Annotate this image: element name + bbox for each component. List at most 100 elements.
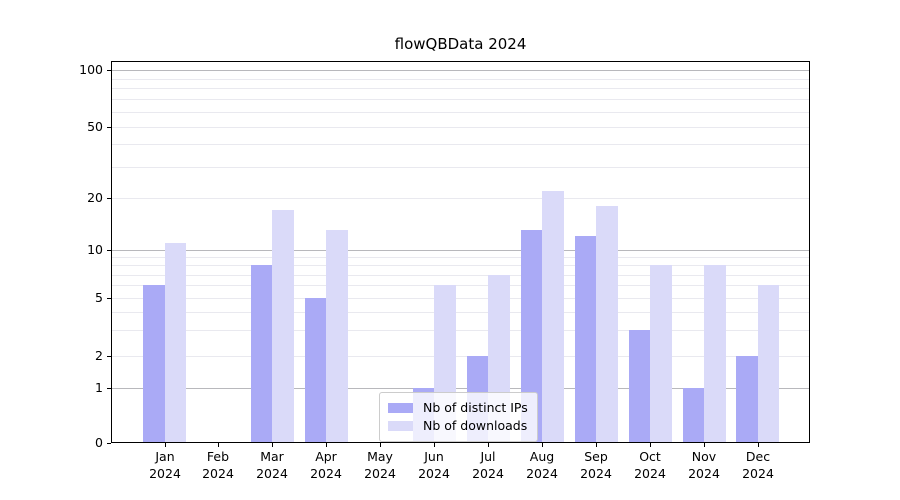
- y-tick-label: 50: [87, 119, 103, 134]
- x-tick-label: May 2024: [348, 449, 412, 482]
- bar-distinct-ips-apr: [304, 298, 327, 443]
- gridline-major: [112, 250, 809, 251]
- gridline-minor: [112, 79, 809, 80]
- bar-downloads-jan: [164, 242, 186, 443]
- gridline-minor: [112, 312, 809, 313]
- bar-downloads-sep: [596, 205, 618, 443]
- gridline-minor: [112, 257, 809, 258]
- gridline-minor: [112, 198, 809, 199]
- x-tick-month: Aug: [529, 449, 555, 464]
- bar-distinct-ips-oct: [628, 330, 651, 443]
- legend-swatch-downloads: [388, 421, 413, 431]
- bar-distinct-ips-nov: [682, 388, 704, 443]
- x-tick-month: Mar: [260, 449, 284, 464]
- x-tick-year: 2024: [688, 465, 720, 481]
- x-tick-mark: [165, 443, 166, 447]
- x-tick-year: 2024: [256, 465, 288, 481]
- x-tick-year: 2024: [364, 465, 396, 481]
- x-tick-label: Jan 2024: [133, 449, 197, 482]
- x-tick-month: May: [367, 449, 393, 464]
- x-tick-year: 2024: [742, 465, 774, 481]
- x-tick-mark: [650, 443, 651, 447]
- x-tick-mark: [704, 443, 705, 447]
- bar-downloads-aug: [542, 190, 564, 443]
- x-tick-mark: [488, 443, 489, 447]
- x-tick-label: Sep 2024: [564, 449, 628, 482]
- x-tick-mark: [380, 443, 381, 447]
- legend-label-distinct-ips: Nb of distinct IPs: [423, 400, 528, 415]
- gridline-minor: [112, 330, 809, 331]
- x-tick-mark: [218, 443, 219, 447]
- gridline-major: [112, 70, 809, 71]
- bar-distinct-ips-sep: [574, 236, 597, 443]
- gridline-minor: [112, 285, 809, 286]
- gridline-minor: [112, 298, 809, 299]
- gridline-minor: [112, 88, 809, 89]
- y-tick-mark: [107, 356, 111, 357]
- x-tick-label: Nov 2024: [672, 449, 736, 482]
- legend-swatch-distinct-ips: [388, 403, 413, 413]
- x-tick-year: 2024: [472, 465, 504, 481]
- x-tick-mark: [758, 443, 759, 447]
- gridline-minor: [112, 356, 809, 357]
- gridline-major: [112, 388, 809, 389]
- x-tick-month: Sep: [584, 449, 608, 464]
- x-tick-year: 2024: [310, 465, 342, 481]
- x-tick-month: Apr: [315, 449, 337, 464]
- x-tick-label: Dec 2024: [726, 449, 790, 482]
- y-tick-mark: [107, 298, 111, 299]
- x-tick-year: 2024: [634, 465, 666, 481]
- x-tick-year: 2024: [202, 465, 234, 481]
- x-tick-label: Apr 2024: [294, 449, 358, 482]
- x-tick-month: Nov: [691, 449, 717, 464]
- y-tick-mark: [107, 388, 111, 389]
- x-tick-label: Jul 2024: [456, 449, 520, 482]
- gridline-minor: [112, 112, 809, 113]
- legend-entry-distinct-ips: Nb of distinct IPs: [388, 400, 528, 416]
- x-tick-month: Jul: [480, 449, 496, 464]
- y-tick-mark: [107, 443, 111, 444]
- bar-distinct-ips-aug: [520, 230, 543, 443]
- x-tick-label: Jun 2024: [402, 449, 466, 482]
- bar-downloads-mar: [272, 210, 294, 443]
- y-tick-label: 1: [95, 380, 103, 395]
- x-tick-year: 2024: [580, 465, 612, 481]
- x-tick-label: Aug 2024: [510, 449, 574, 482]
- y-tick-label: 100: [79, 62, 103, 77]
- gridline-minor: [112, 275, 809, 276]
- y-tick-label: 10: [87, 242, 103, 257]
- x-tick-month: Oct: [639, 449, 661, 464]
- x-tick-year: 2024: [149, 465, 181, 481]
- gridline-minor: [112, 99, 809, 100]
- y-tick-mark: [107, 127, 111, 128]
- bar-downloads-oct: [650, 265, 672, 443]
- y-tick-label: 5: [95, 290, 103, 305]
- bar-distinct-ips-dec: [736, 356, 758, 443]
- x-tick-month: Jan: [155, 449, 175, 464]
- y-tick-mark: [107, 70, 111, 71]
- bar-distinct-ips-mar: [250, 265, 273, 443]
- x-tick-year: 2024: [526, 465, 558, 481]
- gridline-minor: [112, 167, 809, 168]
- legend: Nb of distinct IPs Nb of downloads: [379, 392, 538, 442]
- gridline-minor: [112, 144, 809, 145]
- x-tick-mark: [434, 443, 435, 447]
- x-tick-mark: [272, 443, 273, 447]
- x-tick-month: Feb: [206, 449, 230, 464]
- y-tick-mark: [107, 198, 111, 199]
- y-tick-mark: [107, 250, 111, 251]
- x-tick-label: Mar 2024: [240, 449, 304, 482]
- x-tick-mark: [326, 443, 327, 447]
- bar-downloads-dec: [757, 285, 780, 443]
- bar-downloads-apr: [326, 230, 348, 443]
- bar-downloads-nov: [704, 265, 726, 443]
- x-tick-month: Dec: [745, 449, 771, 464]
- chart-title: flowQBData 2024: [394, 35, 527, 53]
- x-tick-label: Feb 2024: [186, 449, 250, 482]
- x-tick-month: Jun: [424, 449, 444, 464]
- x-tick-mark: [542, 443, 543, 447]
- gridline-minor: [112, 127, 809, 128]
- x-tick-label: Oct 2024: [618, 449, 682, 482]
- legend-entry-downloads: Nb of downloads: [388, 418, 528, 434]
